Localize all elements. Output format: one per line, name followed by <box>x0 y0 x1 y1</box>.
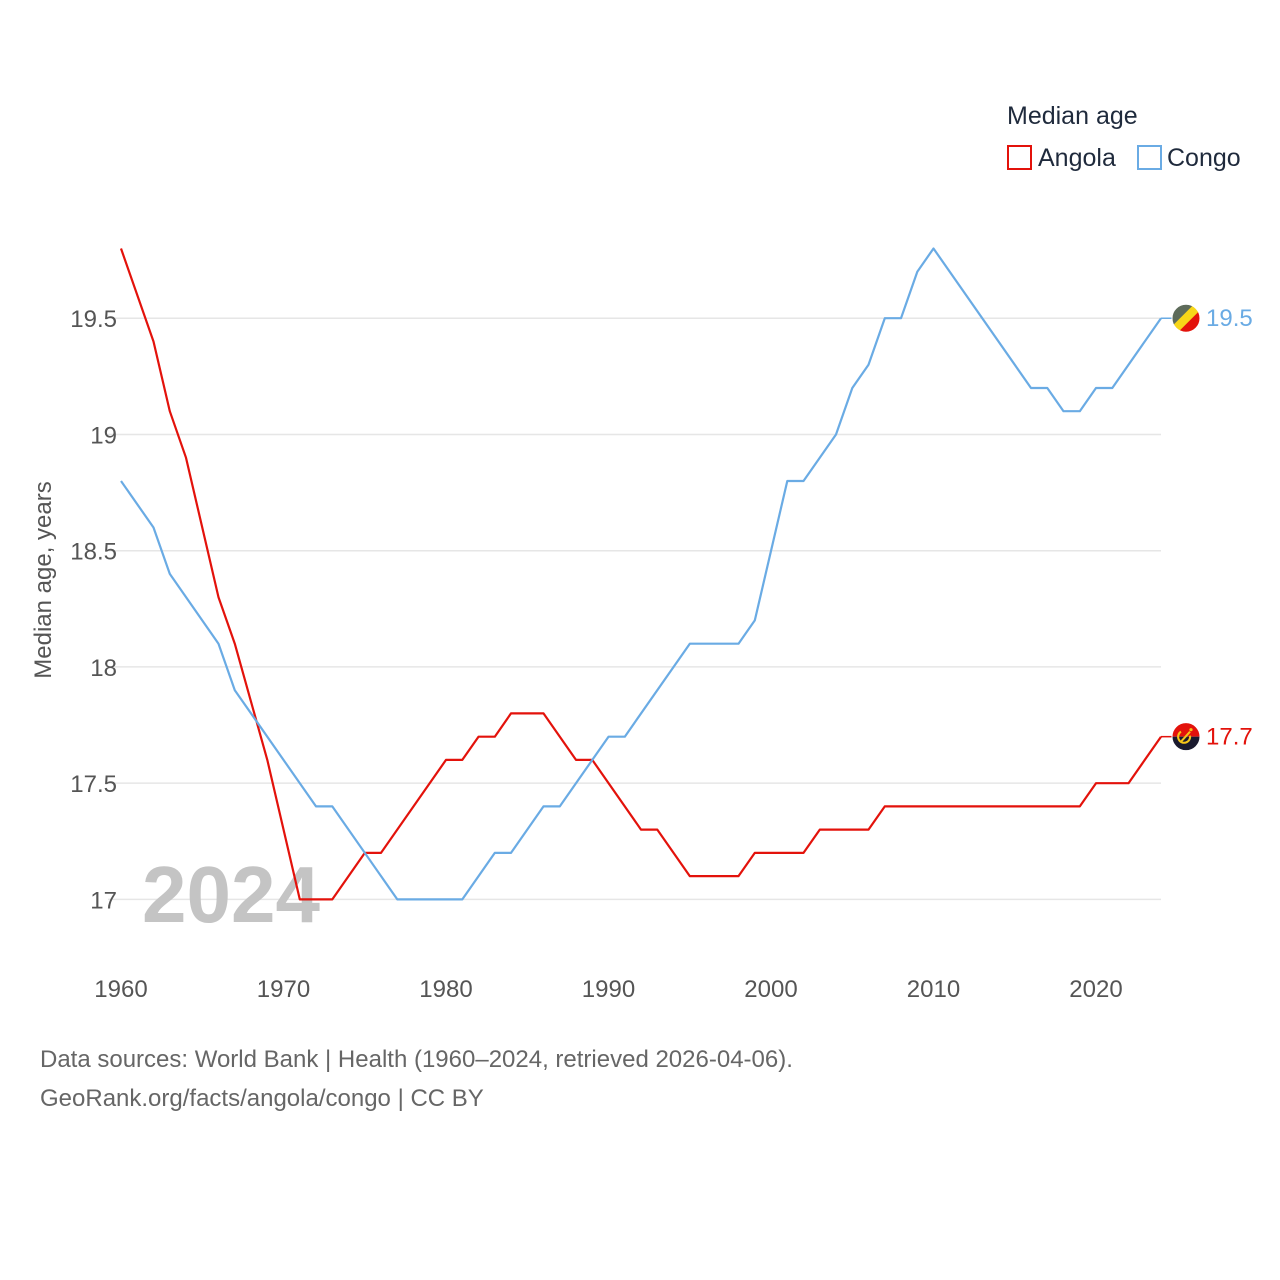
y-tick-label: 19 <box>90 422 117 449</box>
series-lines <box>119 247 1162 901</box>
y-axis-title: Median age, years <box>30 481 57 678</box>
legend-label-angola: Angola <box>1038 144 1116 172</box>
x-tick-label: 1970 <box>257 976 310 1003</box>
congo-flag-icon <box>1171 303 1201 333</box>
series-line-angola[interactable] <box>119 248 1162 901</box>
x-tick-label: 1960 <box>94 976 147 1003</box>
x-tick-label: 1990 <box>582 976 635 1003</box>
x-axis-ticks: 1960 1970 1980 1990 2000 2010 2020 <box>94 976 1122 1003</box>
end-markers: 17.7 19.5 <box>1161 303 1253 752</box>
x-tick-label: 2020 <box>1069 976 1122 1003</box>
y-tick-label: 19.5 <box>70 306 117 333</box>
gridlines <box>108 317 1161 901</box>
x-tick-label: 1980 <box>419 976 472 1003</box>
x-tick-label: 2010 <box>907 976 960 1003</box>
legend-item-angola[interactable]: Angola <box>1007 144 1116 172</box>
legend-title: Median age <box>1007 102 1138 130</box>
legend-swatch-congo <box>1137 145 1162 170</box>
x-tick-label: 2000 <box>744 976 797 1003</box>
end-value-label-congo: 19.5 <box>1206 305 1253 332</box>
source-note: Data sources: World Bank | Health (1960–… <box>40 1046 793 1073</box>
legend: Median age Angola Congo <box>1007 102 1241 172</box>
legend-swatch-angola <box>1007 145 1032 170</box>
y-tick-label: 18.5 <box>70 539 117 566</box>
year-watermark: 2024 <box>142 850 320 939</box>
line-chart: 2024 17 17.5 18 18.5 19 19.5 1960 1970 1980 1990… <box>30 102 1253 1003</box>
end-value-label-angola: 17.7 <box>1206 724 1253 751</box>
y-tick-label: 17 <box>90 887 117 914</box>
y-tick-label: 17.5 <box>70 771 117 798</box>
legend-label-congo: Congo <box>1167 144 1241 172</box>
y-tick-label: 18 <box>90 655 117 682</box>
legend-item-congo[interactable]: Congo <box>1137 144 1241 172</box>
angola-flag-icon <box>1171 722 1201 752</box>
credit-link[interactable]: GeoRank.org/facts/angola/congo | CC BY <box>40 1085 484 1112</box>
series-line-congo[interactable] <box>120 247 1162 901</box>
y-axis-ticks: 17 17.5 18 18.5 19 19.5 <box>70 306 117 914</box>
